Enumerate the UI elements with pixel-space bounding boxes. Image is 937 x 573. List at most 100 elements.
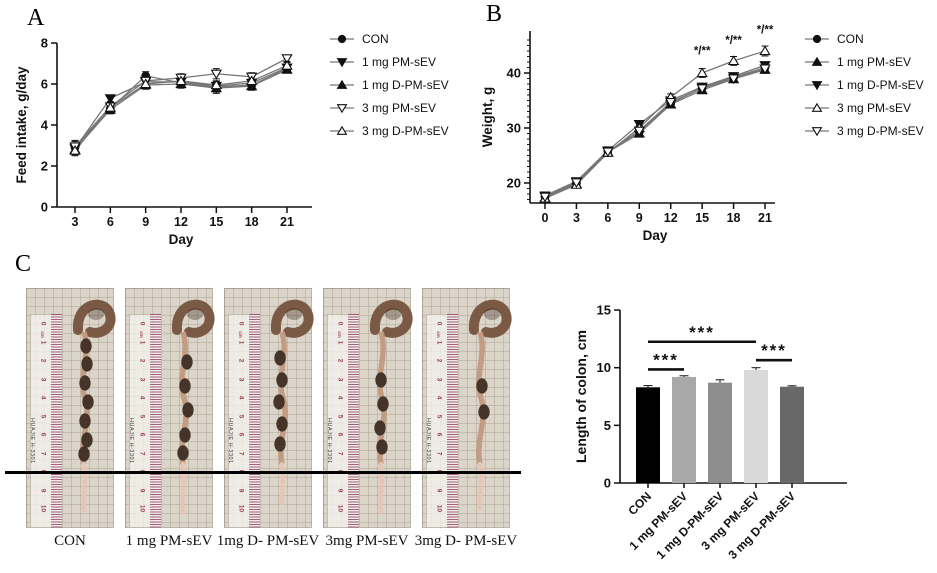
x-tick-label: 9 (142, 215, 149, 229)
open-triangle-down-legend-icon (330, 103, 354, 113)
cecum (468, 299, 512, 338)
x-axis-title: Day (643, 228, 668, 243)
ruler-tick-band (51, 314, 62, 528)
colon-specimen (270, 299, 314, 505)
cecum (72, 299, 116, 338)
filled-circle-marker (812, 34, 822, 43)
open-triangle-down-marker (727, 74, 740, 85)
x-tick-label: 21 (758, 211, 772, 225)
ruler-tick-band (348, 314, 359, 528)
x-tick-label: 6 (604, 211, 611, 225)
legend-label: 3 mg D-PM-sEV (362, 123, 449, 138)
open-triangle-down-marker (210, 69, 223, 80)
fecal-pellet (81, 432, 93, 448)
fecal-pellet (181, 354, 193, 370)
cecum-shading (88, 308, 104, 320)
fecal-pellet (182, 402, 194, 418)
open-triangle-up-marker (175, 75, 187, 86)
open-triangle-up-legend-icon (805, 102, 829, 112)
bar-1 mg D-PM-sEV (708, 382, 732, 483)
fecal-pellet (377, 396, 389, 412)
fecal-pellet (276, 416, 288, 432)
open-triangle-down-marker (602, 147, 614, 158)
y-tick-label: 40 (507, 66, 521, 81)
y-axis-title: Length of colon, cm (573, 330, 589, 463)
colon-photo-label: CON (54, 533, 86, 549)
legend-label: 3 mg PM-sEV (837, 100, 912, 115)
open-triangle-down-marker (665, 98, 677, 108)
colon-photo: 012345678910cmHUAJIE H-3301 (422, 288, 512, 528)
open-triangle-up-marker (811, 102, 823, 112)
colon-tail (279, 462, 285, 505)
colon-photo: 012345678910cmHUAJIE H-3301 (323, 288, 413, 528)
x-tick-label: 18 (727, 211, 741, 225)
x-tick-label: 3 (72, 215, 79, 229)
filled-triangle-down-marker (811, 80, 823, 90)
open-triangle-down-marker (633, 126, 645, 137)
filled-circle-marker (337, 34, 347, 43)
legend-label: CON (837, 31, 864, 46)
open-triangle-down-marker (811, 126, 823, 136)
y-tick-label: 2 (41, 159, 48, 174)
fecal-pellet (476, 378, 488, 394)
x-tick-label: 21 (280, 215, 294, 229)
filled-triangle-up-marker (336, 79, 348, 89)
fecal-pellet (79, 375, 91, 391)
x-tick-label: 15 (695, 211, 709, 225)
series-3 mg PM-sEV (71, 54, 291, 154)
y-tick-label: 8 (41, 36, 48, 51)
fecal-pellet (374, 420, 386, 436)
filled-triangle-down-legend-icon (805, 80, 829, 90)
legend-item: 1 mg D-PM-sEV (329, 73, 449, 96)
legend-label: 1 mg D-PM-sEV (837, 77, 924, 92)
ruler-tick-band (249, 314, 260, 528)
significance-stars: *** (689, 323, 715, 342)
feed-intake-legend: CON 1 mg PM-sEV 1 mg D-PM-sEV 3 mg PM-sEV 3 … (329, 27, 449, 142)
fecal-pellet (478, 404, 490, 420)
x-tick-label: 3 (573, 211, 580, 225)
colon-photo: 012345678910cmHUAJIE H-3301 (26, 288, 116, 528)
colon-tail (81, 462, 87, 512)
colon-photo-label: 3mg D- PM-sEV (414, 533, 518, 549)
legend-label: 3 mg PM-sEV (362, 100, 437, 115)
colon-specimen (72, 299, 116, 512)
open-triangle-up-marker (69, 145, 81, 155)
open-triangle-down-marker (759, 64, 771, 75)
fecal-pellet (273, 394, 285, 410)
significance-annotation: */** (757, 24, 774, 36)
fecal-pellet (81, 356, 93, 372)
legend-item: CON (804, 27, 924, 50)
fecal-pellet (179, 378, 191, 394)
panel-b-label: B (486, 1, 503, 27)
filled-circle-legend-icon (330, 34, 354, 43)
ruler-tick-band (447, 314, 458, 528)
x-tick-label: 12 (664, 211, 678, 225)
cecum-shading (484, 308, 500, 320)
x-tick-label: 0 (542, 211, 549, 225)
feed-intake-line-chart: 0 2 4 6 8 3 6 9 12 15 18 21 Day Feed intake, g/day (14, 36, 312, 247)
legend-item: 3 mg D-PM-sEV (804, 119, 924, 142)
open-triangle-down-marker (539, 192, 551, 203)
colon-specimen (468, 299, 512, 510)
series-line (544, 64, 766, 197)
open-triangle-up-marker (210, 79, 223, 90)
colon-specimen (369, 299, 413, 514)
legend-item: 1 mg D-PM-sEV (804, 73, 924, 96)
y-tick-label: 10 (597, 360, 611, 375)
filled-triangle-down-marker (336, 57, 348, 67)
y-tick-label: 0 (604, 476, 611, 491)
colon-tube (179, 331, 189, 465)
open-triangle-up-marker (696, 67, 708, 78)
markers-3 mg PM-sEV (69, 54, 293, 153)
open-triangle-down-marker (570, 178, 583, 189)
y-tick-label: 0 (41, 200, 48, 215)
x-tick-label: 12 (174, 215, 188, 229)
colon-tube (476, 331, 486, 465)
colon-photos-row: 012345678910cmHUAJIE H-3301012345678910c… (26, 288, 546, 533)
filled-triangle-up-marker (245, 80, 258, 91)
markers-3 mg D-PM-sEV (69, 59, 293, 155)
weight-line-chart: 20 30 40 0 3 6 9 12 15 18 21 Day Weight, g */** */** */… (480, 24, 775, 243)
open-triangle-down-marker (336, 103, 348, 113)
x-tick-label: 6 (107, 215, 114, 229)
